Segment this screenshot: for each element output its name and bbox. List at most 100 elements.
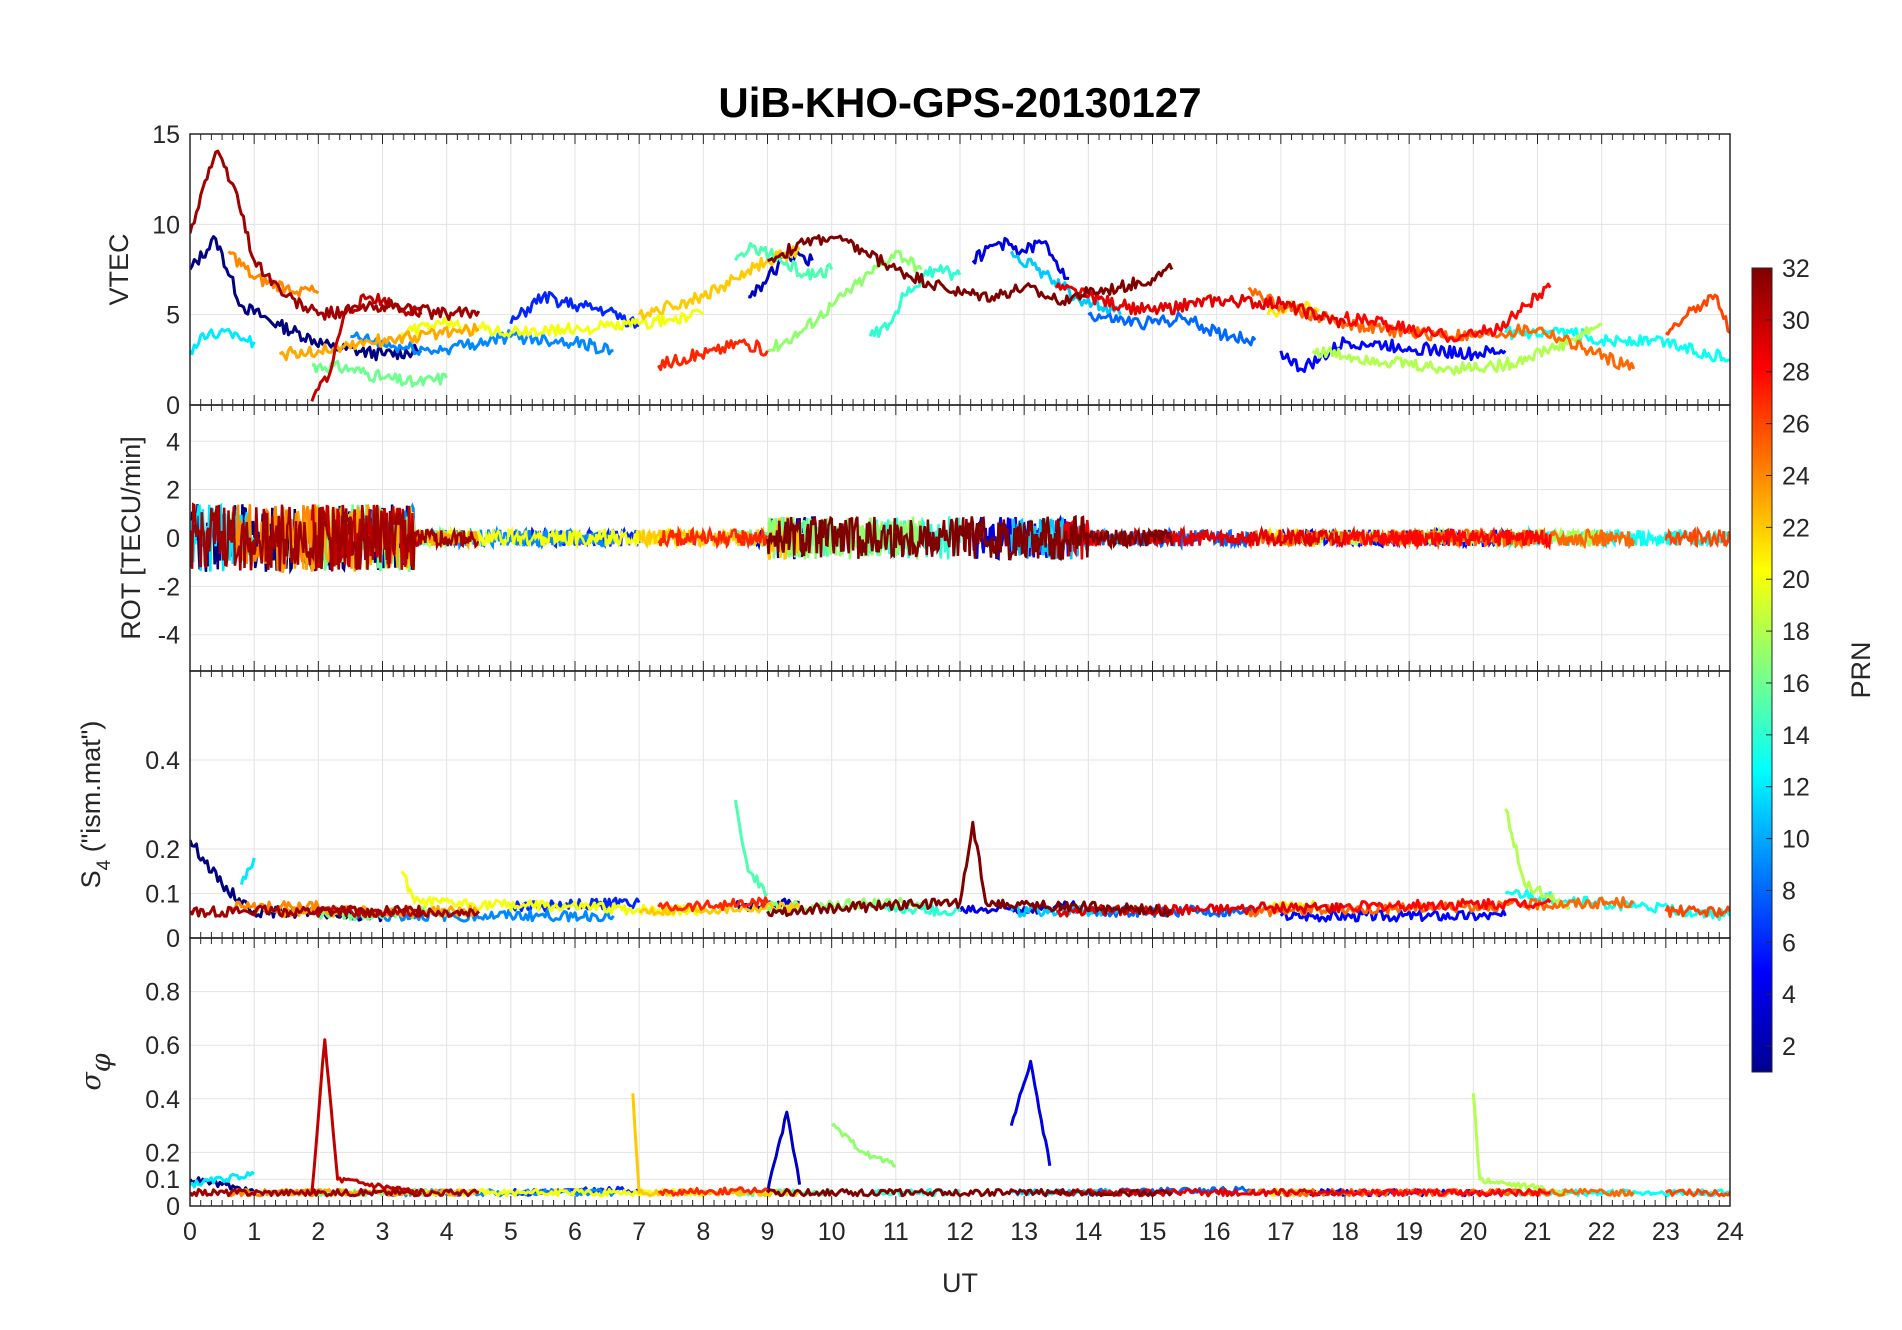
colorbar-tick-label: 4 (1782, 981, 1796, 1009)
series-group (190, 502, 1730, 575)
x-tick-label: 22 (1588, 1218, 1616, 1246)
series-line-prn-3 (766, 1110, 802, 1193)
y-axis-label-main: S (76, 870, 106, 888)
colorbar-tick-label: 14 (1782, 722, 1810, 750)
colorbar-tick-label: 8 (1782, 877, 1796, 905)
x-tick-label: 7 (632, 1218, 646, 1246)
y-tick-label: 0 (166, 392, 180, 420)
series-line-prn-14 (870, 901, 962, 917)
x-tick-label: 19 (1395, 1218, 1423, 1246)
series-line-prn-32 (766, 1187, 1173, 1198)
x-tick-label: 5 (504, 1218, 518, 1246)
series-line-prn-15 (734, 241, 834, 281)
x-tick-label: 3 (376, 1218, 390, 1246)
y-tick-label: 0 (166, 525, 180, 553)
series-line-prn-14 (868, 264, 962, 339)
y-tick-label: -2 (158, 573, 180, 601)
y-tick-label: 0.4 (145, 747, 180, 775)
colorbar-label: PRN (1846, 641, 1876, 698)
colorbar-tick-label: 32 (1782, 255, 1810, 283)
x-tick-label: 17 (1267, 1218, 1295, 1246)
series-line-prn-31 (190, 502, 480, 572)
y-tick-label: 0.6 (145, 1032, 180, 1060)
series-line-prn-9 (350, 329, 614, 356)
y-axis-label-vtec: VTEC (104, 233, 134, 305)
y-axis-label-sub: 4 (94, 859, 115, 870)
series-line-prn-26 (1664, 293, 1730, 336)
series-line-prn-12 (239, 857, 256, 886)
series-line-prn-28 (1344, 897, 1552, 914)
series-line-prn-29 (1054, 282, 1347, 329)
x-tick-label: 11 (883, 1218, 909, 1246)
series-line-prn-15 (733, 799, 769, 897)
panel-rot: -4 -2 0 2 4 ROT [TECU/min] (116, 404, 1731, 672)
series-line-prn-1 (190, 235, 423, 362)
series-group (190, 799, 1730, 923)
series-line-prn-16 (311, 359, 448, 388)
series-line-prn-24 (227, 250, 320, 298)
x-axis-label: UT (942, 1268, 978, 1298)
series-line-prn-32 (766, 514, 1174, 561)
series-line-prn-29 (1055, 1187, 1346, 1198)
series-group (190, 1038, 1730, 1198)
series-line-prn-27 (657, 338, 769, 371)
series-line-prn-12 (190, 1171, 255, 1189)
series-line-prn-29 (1055, 519, 1347, 560)
y-tick-label: 5 (166, 302, 180, 330)
series-line-prn-20 (400, 308, 705, 340)
series-line-prn-27 (657, 1186, 769, 1197)
y-axis-label-sub: φ (86, 1053, 117, 1072)
x-tick-label: 16 (1203, 1218, 1231, 1246)
series-line-prn-29 (1056, 901, 1346, 918)
series-line-prn-23 (278, 322, 480, 362)
colorbar-tick-label: 18 (1782, 618, 1810, 646)
colorbar-tick-label: 30 (1782, 307, 1810, 335)
series-line-prn-26 (1664, 1188, 1730, 1198)
y-tick-label: 0.8 (145, 979, 180, 1007)
y-tick-label: -4 (158, 622, 180, 650)
series-line-prn-32 (767, 234, 1174, 306)
series-line-prn-30 (310, 292, 423, 402)
series-line-prn-5 (1279, 909, 1507, 923)
series-line-prn-30 (310, 1038, 423, 1197)
x-tick-label: 13 (1010, 1218, 1038, 1246)
x-tick-label: 1 (247, 1218, 261, 1246)
colorbar-gradient (1751, 267, 1773, 1073)
x-tick-label: 18 (1331, 1218, 1359, 1246)
x-tick-label: 9 (761, 1218, 775, 1246)
y-tick-label: 0 (166, 1193, 180, 1221)
y-tick-label: 2 (166, 477, 180, 505)
series-line-prn-4 (1009, 1059, 1052, 1167)
chart-title: UiB-KHO-GPS-20130127 (718, 79, 1201, 126)
colorbar-tick-label: 22 (1782, 514, 1810, 542)
series-line-prn-25 (1247, 526, 1636, 551)
colorbar-tick-label: 2 (1782, 1033, 1796, 1061)
series-group (190, 149, 1730, 402)
series-line-prn-28 (1344, 1188, 1551, 1198)
series-line-prn-18 (1311, 322, 1603, 376)
y-axis-label-rot: ROT [TECU/min] (116, 436, 146, 640)
series-line-prn-31 (190, 1187, 480, 1198)
series-line-prn-28 (1343, 282, 1552, 343)
y-axis-label-sigma-phi: σφ (76, 1053, 117, 1090)
colorbar-tick-label: 16 (1782, 670, 1810, 698)
panel-sigma-phi: 00.10.2 0.4 0.6 0.8 σφ (76, 937, 1731, 1221)
colorbar-tick-label: 6 (1782, 929, 1796, 957)
colorbar-tick-label: 10 (1782, 826, 1810, 854)
series-line-prn-17 (767, 249, 923, 353)
series-line-prn-27 (657, 896, 769, 913)
panel-s4: 0 0.1 0.2 0.4 S4 ("ism.mat") (76, 670, 1731, 953)
series-line-prn-13 (1503, 325, 1730, 363)
series-line-prn-26 (1664, 904, 1730, 918)
x-tick-label: 21 (1524, 1218, 1552, 1246)
series-line-prn-22 (631, 1093, 800, 1198)
x-tick-label: 4 (440, 1218, 454, 1246)
series-line-prn-17 (831, 1123, 897, 1168)
colorbar-tick-label: 20 (1782, 566, 1810, 594)
series-line-prn-5 (1279, 336, 1507, 373)
y-tick-label: 0.4 (145, 1086, 180, 1114)
y-axis-label-rest: ("ism.mat") (76, 721, 106, 860)
y-tick-label: 10 (152, 211, 180, 239)
x-tick-label: 0 (183, 1218, 197, 1246)
